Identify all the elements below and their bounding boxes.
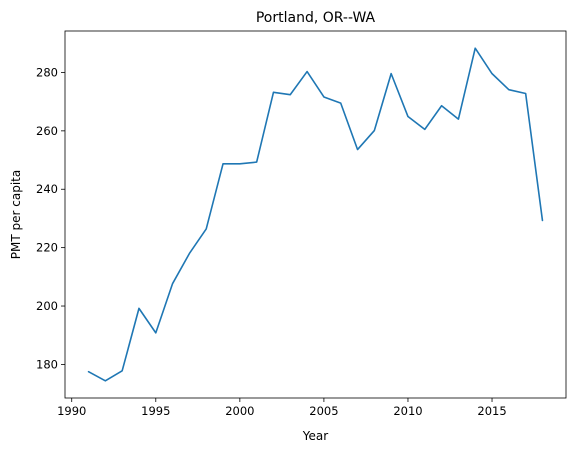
- y-tick-label: 280: [36, 65, 58, 79]
- y-tick-label: 220: [36, 241, 58, 255]
- series-line: [87, 47, 544, 382]
- x-tick-label: 2005: [309, 404, 338, 418]
- x-tick-label: 1990: [57, 404, 86, 418]
- x-tick-label: 2015: [477, 404, 506, 418]
- y-tick-label: 260: [36, 124, 58, 138]
- y-tick-label: 180: [36, 357, 58, 371]
- y-tick-label: 240: [36, 182, 58, 196]
- chart-title: Portland, OR--WA: [256, 10, 376, 26]
- plot-frame: [64, 30, 567, 399]
- y-axis-ticks: 180 200 220 240 260 280: [36, 65, 65, 371]
- x-tick-label: 2010: [393, 404, 422, 418]
- y-axis-label: PMT per capita: [9, 170, 23, 259]
- x-tick-label: 2000: [225, 404, 254, 418]
- y-tick-label: 200: [36, 299, 58, 313]
- plot-area: [87, 47, 544, 382]
- x-axis-label: Year: [302, 429, 328, 443]
- x-tick-label: 1995: [141, 404, 170, 418]
- x-axis-ticks: 1990 1995 2000 2005 2010 2015: [57, 398, 507, 418]
